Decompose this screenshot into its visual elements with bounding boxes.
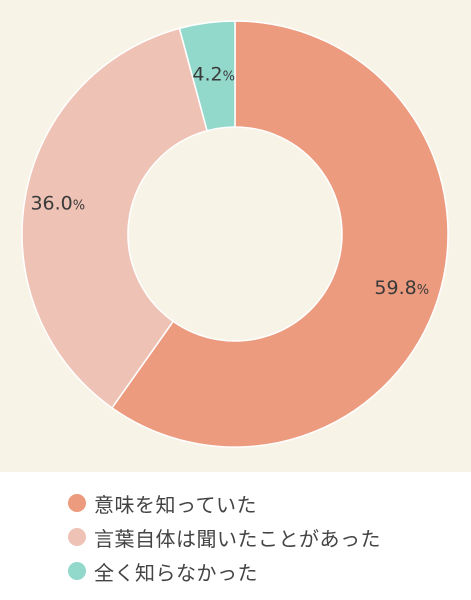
- slices-group: [21, 20, 449, 448]
- slice-known-meaning: [110, 20, 449, 448]
- legend-swatch-heard-word: [68, 528, 86, 546]
- legend-item-not-known: 全く知らなかった: [68, 554, 381, 588]
- legend-item-heard-word: 言葉自体は聞いたことがあった: [68, 520, 381, 554]
- slice-heard-word: [21, 27, 209, 409]
- slice-label-not-known: 4.2%: [192, 63, 235, 85]
- slice-label-known-meaning: 59.8%: [374, 277, 429, 299]
- legend-list: 意味を知っていた 言葉自体は聞いたことがあった 全く知らなかった: [68, 486, 381, 588]
- donut-chart: 59.8% 36.0% 4.2%: [21, 20, 449, 448]
- labels-group: 59.8% 36.0% 4.2%: [30, 63, 429, 299]
- chart-area: 59.8% 36.0% 4.2%: [0, 0, 471, 472]
- legend-label-not-known: 全く知らなかった: [94, 560, 258, 585]
- legend-swatch-known-meaning: [68, 494, 86, 512]
- legend-label-heard-word: 言葉自体は聞いたことがあった: [94, 526, 381, 551]
- legend-item-known-meaning: 意味を知っていた: [68, 486, 381, 520]
- slice-label-heard-word: 36.0%: [30, 192, 85, 214]
- legend-swatch-not-known: [68, 562, 86, 580]
- legend: 意味を知っていた 言葉自体は聞いたことがあった 全く知らなかった: [0, 472, 471, 600]
- legend-label-known-meaning: 意味を知っていた: [94, 492, 257, 517]
- slice-not-known: [178, 20, 236, 132]
